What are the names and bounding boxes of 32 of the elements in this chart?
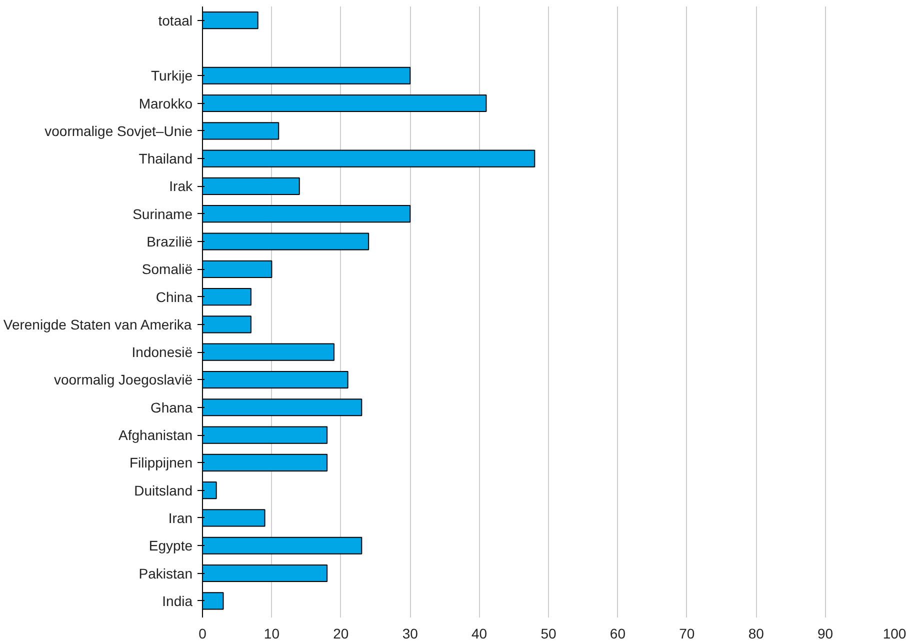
y-tick-label: Turkije bbox=[151, 68, 193, 84]
x-tick-label: 90 bbox=[818, 626, 834, 641]
x-tick-label: 20 bbox=[333, 626, 349, 641]
y-tick-label: Thailand bbox=[138, 150, 192, 167]
x-tick-label: 0 bbox=[198, 626, 207, 641]
y-tick-label: voormalig Joegoslavië bbox=[54, 372, 193, 388]
y-tick-label: Indonesië bbox=[132, 344, 193, 360]
y-tick-label: Marokko bbox=[138, 95, 193, 112]
x-tick-label: 10 bbox=[264, 626, 280, 641]
y-tick-label: Duitsland bbox=[134, 482, 193, 498]
y-tick-label: Brazilië bbox=[146, 234, 193, 250]
x-tick-label: 50 bbox=[540, 626, 556, 641]
y-tick-label: Afghanistan bbox=[118, 427, 193, 444]
x-tick-label: 100 bbox=[882, 626, 906, 641]
x-tick-label: 80 bbox=[748, 626, 764, 641]
x-tick-label: 70 bbox=[679, 626, 695, 641]
y-tick-label: Verenigde Staten van Amerika bbox=[3, 316, 192, 332]
y-tick-label: Suriname bbox=[132, 206, 193, 222]
y-tick-label: Filippijnen bbox=[129, 454, 193, 471]
x-tick-label: 40 bbox=[472, 626, 488, 641]
y-tick-label: China bbox=[156, 288, 193, 305]
x-tick-label: 30 bbox=[402, 626, 418, 641]
y-tick-label: India bbox=[162, 592, 193, 609]
y-tick-label: totaal bbox=[158, 12, 192, 28]
y-tick-label: Egypte bbox=[148, 538, 193, 554]
x-tick-label: 60 bbox=[610, 626, 626, 641]
y-tick-label: Irak bbox=[169, 178, 194, 194]
y-tick-label: Somalië bbox=[142, 261, 193, 278]
y-tick-label: Pakistan bbox=[138, 565, 193, 582]
y-tick-label: Ghana bbox=[150, 399, 193, 416]
y-tick-label: voormalige Sovjet–Unie bbox=[44, 122, 193, 139]
y-tick-label: Iran bbox=[168, 510, 192, 526]
